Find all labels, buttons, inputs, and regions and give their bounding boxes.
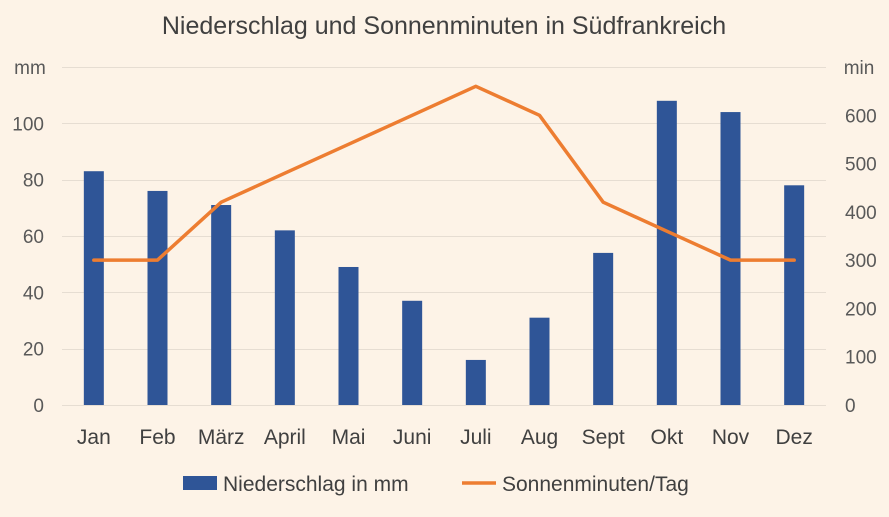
x-category-label: Nov bbox=[712, 426, 750, 449]
x-category-label: Sept bbox=[582, 426, 625, 449]
legend-label-bar: Niederschlag in mm bbox=[223, 473, 409, 496]
x-category-label: Mai bbox=[332, 426, 366, 449]
y-right-unit-label: min bbox=[844, 58, 875, 79]
x-category-label: Juni bbox=[393, 426, 432, 449]
bar-niederschlag bbox=[593, 252, 614, 405]
y-left-tick-label: 20 bbox=[23, 340, 44, 361]
y-right-tick-label: 300 bbox=[845, 251, 877, 272]
y-right-tick-label: 100 bbox=[845, 348, 877, 369]
bar-niederschlag bbox=[274, 230, 295, 405]
x-category-label: Aug bbox=[521, 426, 558, 449]
y-right-tick-label: 600 bbox=[845, 106, 877, 127]
line-sonnenminuten bbox=[92, 84, 796, 262]
x-category-label: März bbox=[198, 426, 245, 449]
y-left-tick-label: 100 bbox=[12, 114, 44, 135]
x-category-label: Feb bbox=[139, 426, 175, 449]
bar-niederschlag bbox=[656, 100, 677, 406]
bar-niederschlag bbox=[465, 359, 486, 405]
bar-niederschlag bbox=[147, 190, 168, 405]
x-category-label: Dez bbox=[775, 426, 812, 449]
y-left-unit-label: mm bbox=[14, 58, 46, 79]
bar-niederschlag bbox=[529, 317, 550, 405]
y-left-tick-label: 40 bbox=[23, 283, 44, 304]
chart-title: Niederschlag und Sonnenminuten in Südfra… bbox=[162, 12, 726, 40]
legend-label-line: Sonnenminuten/Tag bbox=[502, 473, 689, 496]
legend-swatch-bar bbox=[183, 476, 217, 490]
y-left-tick-label: 60 bbox=[23, 227, 44, 248]
y-right-tick-label: 200 bbox=[845, 299, 877, 320]
bar-niederschlag bbox=[402, 300, 423, 405]
x-category-label: Juli bbox=[460, 426, 492, 449]
bar-niederschlag bbox=[784, 185, 805, 405]
x-category-label: Okt bbox=[650, 426, 683, 449]
bar-niederschlag bbox=[211, 205, 232, 405]
y-right-tick-label: 500 bbox=[845, 155, 877, 176]
y-left-tick-label: 0 bbox=[33, 396, 44, 417]
x-category-label: April bbox=[264, 426, 306, 449]
y-right-tick-label: 0 bbox=[845, 396, 856, 417]
y-left-tick-label: 80 bbox=[23, 171, 44, 192]
x-category-label: Jan bbox=[77, 426, 111, 449]
bar-niederschlag bbox=[83, 171, 104, 405]
y-right-tick-label: 400 bbox=[845, 203, 877, 224]
bar-niederschlag bbox=[338, 266, 359, 405]
